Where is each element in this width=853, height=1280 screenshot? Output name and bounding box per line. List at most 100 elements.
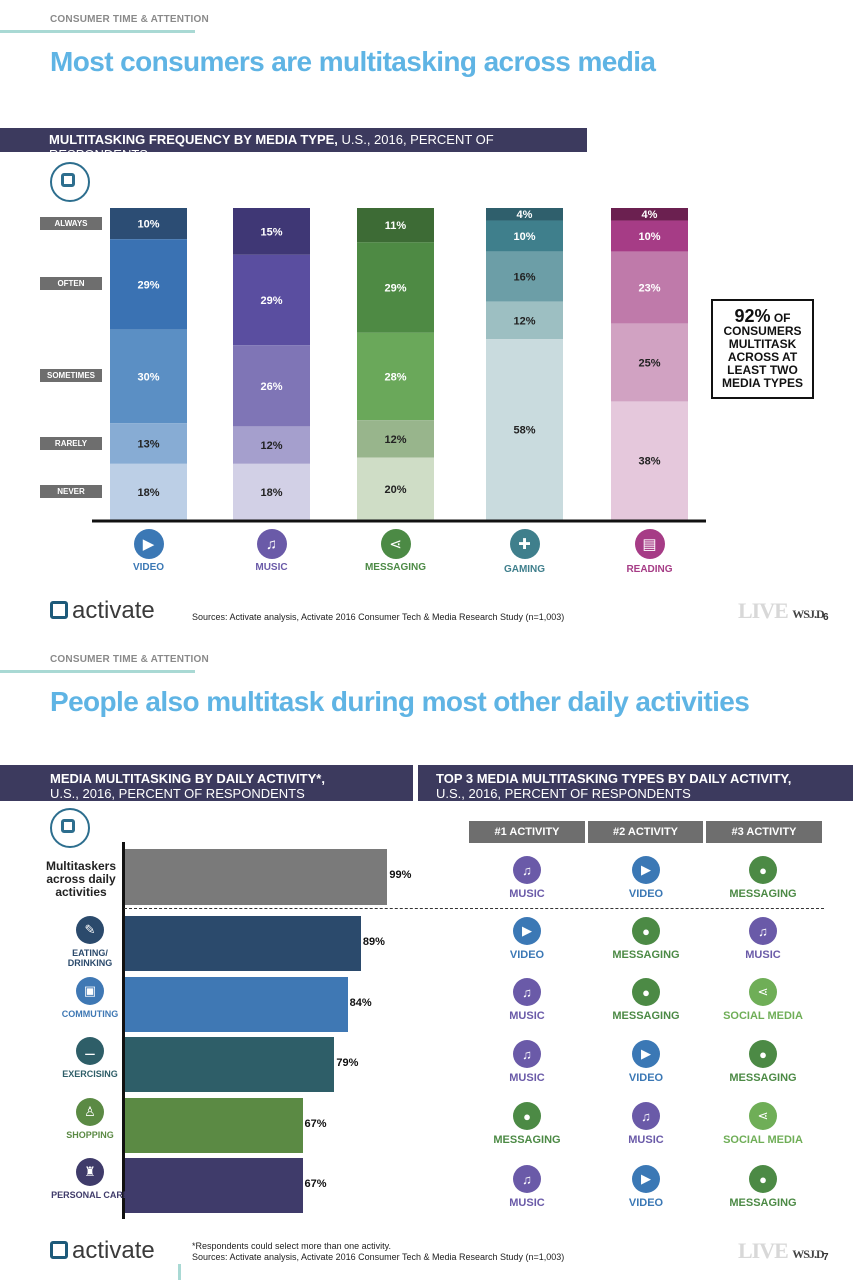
bar-segment	[357, 457, 434, 520]
callout-box: 92% OF CONSUMERS MULTITASK ACROSS AT LEA…	[711, 299, 814, 399]
bar-segment	[357, 208, 434, 243]
activate-logo-icon	[50, 1241, 68, 1259]
book-icon: ▤	[634, 529, 665, 559]
left-header-line2: U.S., 2016, PERCENT OF RESPONDENTS	[50, 786, 305, 801]
bar-segment	[233, 254, 310, 346]
chat-icon: ●	[749, 1165, 777, 1193]
gamepad-icon: ✚	[509, 529, 540, 559]
bar-data-label: 29%	[384, 283, 406, 295]
video-icon: ▶	[513, 917, 541, 945]
right-header-line1: TOP 3 MEDIA MULTITASKING TYPES BY DAILY …	[436, 771, 792, 786]
activity-bar	[125, 977, 348, 1032]
share-icon: ⋖	[749, 978, 777, 1006]
logo-text: activate	[72, 597, 155, 624]
exercise-icon: ⚊	[76, 1037, 104, 1065]
callout-line: MULTITASK	[728, 337, 797, 351]
consumer-insight-seal-icon	[50, 162, 90, 202]
bar-data-label: 29%	[260, 295, 282, 307]
bar-segment	[357, 332, 434, 421]
bar-segment	[110, 329, 187, 424]
bar-segment	[486, 220, 563, 252]
music-icon: ♫	[749, 917, 777, 945]
media-label-reading: READING	[626, 564, 673, 575]
callout-line: MEDIA TYPES	[722, 376, 803, 390]
bar-segment	[611, 208, 688, 221]
personal-care-icon: ♜	[76, 1158, 104, 1186]
bar-data-label: 58%	[513, 425, 535, 437]
page1-headline: Most consumers are multitasking across m…	[50, 46, 656, 77]
activity-bar-value: 67%	[304, 1178, 327, 1190]
page1-chart-header-bold: MULTITASKING FREQUENCY BY MEDIA TYPE,	[49, 132, 338, 147]
multitaskers-label-line: across daily	[46, 872, 116, 886]
bar-data-label: 13%	[137, 439, 159, 451]
bar-data-label: 15%	[260, 226, 282, 238]
music-icon: ♫	[632, 1102, 660, 1130]
video-icon: ▶	[632, 1040, 660, 1068]
bar-segment	[110, 239, 187, 330]
chat-icon: ●	[749, 1040, 777, 1068]
row-label-often: OFTEN	[40, 277, 102, 291]
bar-segment	[486, 251, 563, 302]
media-type-label: MESSAGING	[729, 888, 797, 900]
callout-line: LEAST TWO	[727, 363, 798, 377]
shopping-icon: ♙	[76, 1098, 104, 1126]
media-type-label: VIDEO	[628, 1072, 664, 1084]
activity-bar	[125, 1158, 303, 1213]
bar-data-label: 11%	[385, 220, 407, 232]
media-type-label: VIDEO	[628, 1197, 664, 1209]
bar-data-label: 10%	[137, 219, 159, 231]
activity-label: SHOPPING	[66, 1130, 114, 1140]
bar-segment	[357, 420, 434, 458]
bar-segment	[486, 208, 563, 221]
media-type-label: MUSIC	[745, 949, 781, 961]
activity-bar	[125, 1037, 335, 1092]
media-type-label: MUSIC	[509, 888, 545, 900]
bar-segment	[110, 463, 187, 520]
row-label-rarely: RARELY	[40, 436, 102, 450]
activity-bar-value: 84%	[349, 997, 372, 1009]
logo-text: activate	[72, 1237, 155, 1264]
page1-chart-header: MULTITASKING FREQUENCY BY MEDIA TYPE, U.…	[0, 128, 587, 162]
media-label-music: MUSIC	[255, 562, 288, 573]
page1-number: 6	[823, 612, 829, 623]
media-type-label: SOCIAL MEDIA	[723, 1010, 803, 1022]
media-type-label: MUSIC	[509, 1197, 545, 1209]
page2-kicker-rule	[0, 670, 195, 673]
bar-segment	[611, 323, 688, 402]
bar-data-label: 16%	[513, 272, 535, 284]
page2-source: Sources: Activate analysis, Activate 201…	[192, 1252, 565, 1262]
media-type-label: MUSIC	[509, 1072, 545, 1084]
music-icon: ♫	[256, 529, 287, 559]
media-type-label: MESSAGING	[729, 1197, 797, 1209]
page-bottom-rule	[178, 1264, 181, 1280]
bar-segment	[233, 463, 310, 520]
activity-bar	[125, 1098, 303, 1153]
left-header-line1: MEDIA MULTITASKING BY DAILY ACTIVITY*,	[50, 771, 325, 786]
live-text: LIVE	[738, 1238, 789, 1263]
media-type-label: MUSIC	[509, 1010, 545, 1022]
activity-label: COMMUTING	[61, 1009, 119, 1019]
page1-kicker-rule	[0, 30, 195, 33]
media-type-label: MUSIC	[628, 1134, 664, 1146]
page2-kicker: CONSUMER TIME & ATTENTION	[50, 654, 209, 665]
activate-logo: activate	[50, 1237, 155, 1265]
share-icon: ⋖	[749, 1102, 777, 1130]
activity-bar-value: 79%	[336, 1057, 359, 1069]
bar-data-label: 4%	[517, 209, 533, 221]
bar-data-label: 25%	[638, 357, 660, 369]
callout-line: ACROSS AT	[727, 350, 798, 364]
chat-icon: ●	[632, 978, 660, 1006]
row-label-sometimes: SOMETIMES	[40, 369, 102, 383]
music-icon: ♫	[513, 1165, 541, 1193]
wsj-live-logo: LIVE WSJ.D	[738, 598, 825, 624]
activity-label: EATING/ DRINKING	[67, 948, 113, 968]
bar-data-label: 23%	[638, 283, 660, 295]
media-type-label: SOCIAL MEDIA	[723, 1134, 803, 1146]
activate-logo: activate	[50, 597, 155, 625]
row-label-never: NEVER	[40, 484, 102, 498]
bus-icon: ▣	[76, 977, 104, 1005]
bar-data-label: 29%	[137, 279, 159, 291]
column-header-3: #3 ACTIVITY	[706, 821, 822, 843]
bar-segment	[233, 208, 310, 255]
music-icon: ♫	[513, 1040, 541, 1068]
